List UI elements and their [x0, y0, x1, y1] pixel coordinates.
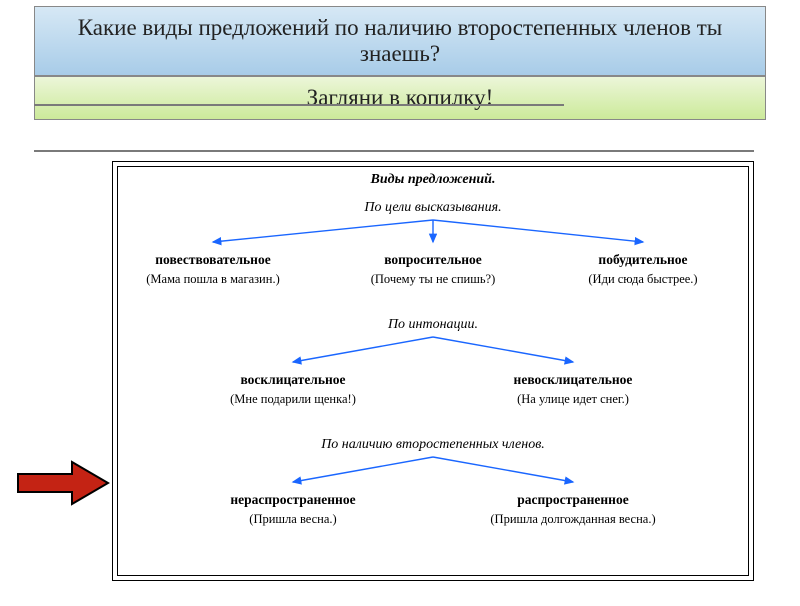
category-label: побудительное	[543, 252, 743, 268]
category-label: распространенное	[473, 492, 673, 508]
example-text: (Пришла долгожданная весна.)	[453, 512, 693, 527]
example-text: (Пришла весна.)	[173, 512, 413, 527]
section-heading: По цели высказывания.	[113, 200, 753, 216]
example-text: (Иди сюда быстрее.)	[523, 272, 763, 287]
category-label: невосклицательное	[473, 372, 673, 388]
pointer-arrow-svg	[14, 456, 114, 510]
section-heading: По интонации.	[113, 317, 753, 333]
hint-banner: Загляни в копилку!	[34, 76, 766, 120]
underline-2	[34, 150, 754, 152]
question-text: Какие виды предложений по наличию второс…	[41, 15, 759, 67]
category-label: восклицательное	[193, 372, 393, 388]
diagram-box: Виды предложений. По цели высказывания. п…	[112, 161, 754, 581]
example-text: (На улице идет снег.)	[453, 392, 693, 407]
category-label: вопросительное	[333, 252, 533, 268]
question-banner: Какие виды предложений по наличию второс…	[34, 6, 766, 76]
pointer-arrow	[14, 456, 114, 506]
diagram-title: Виды предложений.	[113, 172, 753, 188]
example-text: (Почему ты не спишь?)	[313, 272, 553, 287]
underline-1	[34, 104, 564, 106]
example-text: (Мама пошла в магазин.)	[93, 272, 333, 287]
section-heading: По наличию второстепенных членов.	[113, 437, 753, 453]
hint-text: Загляни в копилку!	[41, 85, 759, 111]
pointer-arrow-shape	[18, 462, 108, 504]
category-label: нераспространенное	[193, 492, 393, 508]
example-text: (Мне подарили щенка!)	[173, 392, 413, 407]
category-label: повествовательное	[113, 252, 313, 268]
